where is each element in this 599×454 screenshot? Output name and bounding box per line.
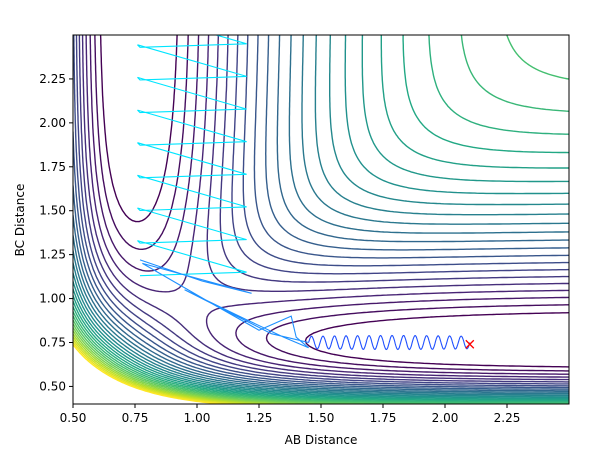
x-tick-label: 2.25 (494, 411, 521, 425)
x-tick-label: 1.25 (246, 411, 273, 425)
x-tick-label: 1.75 (370, 411, 397, 425)
trajectory-incoming (137, 35, 247, 277)
contour-line (99, 35, 569, 368)
contour-line (73, 35, 569, 397)
contour-line (73, 326, 324, 404)
trajectory-path (137, 35, 471, 351)
contour-line (85, 35, 569, 378)
contour-line (73, 35, 569, 392)
contour-line (73, 35, 569, 402)
trajectory-outgoing (308, 334, 471, 351)
contour-line (73, 35, 569, 395)
x-tick-label: 2.00 (432, 411, 459, 425)
contour-line (73, 323, 364, 404)
contour-line (89, 35, 569, 375)
y-tick-label: 1.00 (39, 292, 66, 306)
contour-line (78, 35, 569, 383)
contour-line (73, 35, 569, 390)
contour-line (73, 35, 569, 387)
end-marker (465, 339, 475, 349)
x-tick-label: 0.50 (60, 411, 87, 425)
y-tick-label: 2.25 (39, 72, 66, 86)
contour-line (73, 35, 569, 400)
contour-line (94, 35, 569, 372)
y-tick-label: 1.75 (39, 160, 66, 174)
y-axis-label: BC Distance (13, 184, 27, 257)
contour-line (73, 35, 569, 389)
contour-line (73, 35, 569, 399)
y-tick-label: 1.25 (39, 248, 66, 262)
contour-line (73, 35, 569, 404)
y-tick-label: 1.50 (39, 204, 66, 218)
x-tick-label: 1.50 (308, 411, 335, 425)
x-tick-label: 1.00 (184, 411, 211, 425)
contour-line (73, 35, 569, 404)
x-axis-label: AB Distance (285, 433, 358, 447)
y-tick-label: 0.75 (39, 336, 66, 350)
contour-line (73, 35, 569, 401)
y-axis: 0.50 0.75 1.00 1.25 1.50 1.75 2.00 2.25 (39, 72, 73, 393)
contour-line (73, 35, 569, 396)
x-axis: 0.50 0.75 1.00 1.25 1.50 1.75 2.00 2.25 (60, 404, 521, 425)
contour-line (73, 35, 569, 393)
contour-line (73, 330, 296, 404)
x-tick-label: 0.75 (122, 411, 149, 425)
contour-line (73, 35, 569, 403)
contour-lines (73, 35, 569, 404)
trajectory-transition (139, 259, 309, 349)
end-x-marker (465, 339, 475, 349)
contour-line (81, 35, 569, 381)
contour-line (73, 333, 275, 404)
y-tick-label: 2.00 (39, 116, 66, 130)
contour-line (75, 35, 569, 385)
y-tick-label: 0.50 (39, 379, 66, 393)
